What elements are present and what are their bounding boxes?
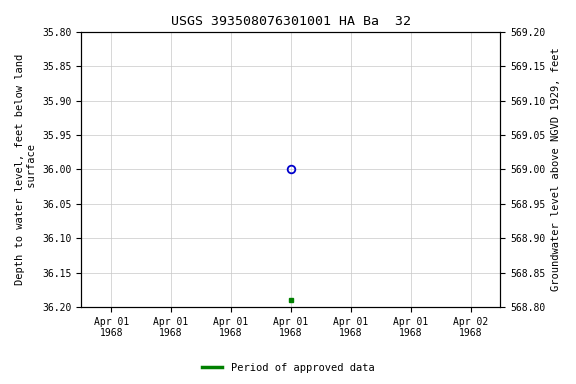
Y-axis label: Depth to water level, feet below land
 surface: Depth to water level, feet below land su… — [15, 54, 37, 285]
Y-axis label: Groundwater level above NGVD 1929, feet: Groundwater level above NGVD 1929, feet — [551, 48, 561, 291]
Title: USGS 393508076301001 HA Ba  32: USGS 393508076301001 HA Ba 32 — [171, 15, 411, 28]
Legend: Period of approved data: Period of approved data — [198, 359, 378, 377]
